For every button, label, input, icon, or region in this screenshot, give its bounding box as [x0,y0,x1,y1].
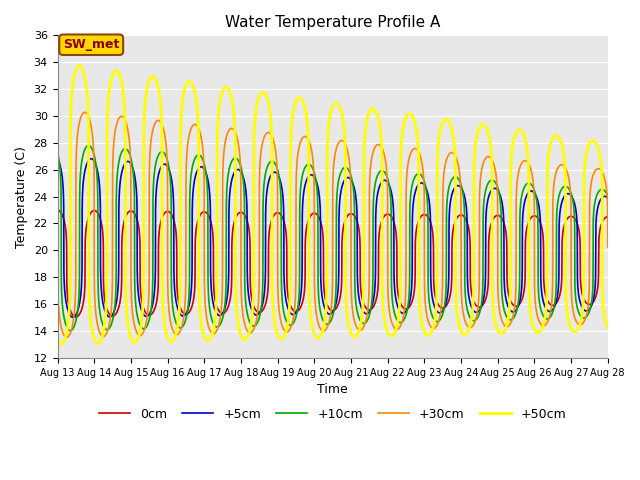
0cm [602,215,610,220]
+50cm [54,336,61,342]
0cm [72,314,79,320]
0cm [54,207,61,213]
0cm [604,214,612,219]
+50cm [487,145,495,151]
0cm [409,297,417,303]
+5cm [166,168,173,174]
Line: +30cm: +30cm [58,112,608,337]
+10cm [487,178,495,183]
Legend: 0cm, +5cm, +10cm, +30cm, +50cm: 0cm, +5cm, +10cm, +30cm, +50cm [93,403,572,426]
+10cm [604,193,612,199]
+50cm [58,341,65,347]
0cm [487,223,495,228]
+50cm [166,338,173,344]
Line: 0cm: 0cm [58,210,608,317]
+10cm [260,186,268,192]
+30cm [54,220,61,226]
+30cm [409,147,417,153]
+30cm [260,136,268,142]
+30cm [166,313,173,319]
Y-axis label: Temperature (C): Temperature (C) [15,145,28,248]
+30cm [63,335,70,340]
0cm [172,224,179,229]
+10cm [409,180,417,186]
+5cm [604,195,612,201]
+50cm [260,90,268,96]
+10cm [54,149,61,155]
+30cm [172,331,179,337]
Title: Water Temperature Profile A: Water Temperature Profile A [225,15,440,30]
+50cm [172,333,179,338]
X-axis label: Time: Time [317,383,348,396]
+5cm [409,210,417,216]
+5cm [69,314,77,320]
Line: +5cm: +5cm [58,158,608,317]
+10cm [172,318,179,324]
+10cm [67,328,74,334]
+30cm [602,181,610,187]
+50cm [604,325,612,331]
+10cm [602,190,610,195]
+5cm [54,156,61,161]
+50cm [76,62,83,68]
+50cm [602,320,610,326]
+30cm [487,155,495,161]
0cm [260,306,268,312]
+30cm [604,244,612,250]
Text: SW_met: SW_met [63,38,120,51]
+5cm [487,189,495,194]
+5cm [172,293,179,299]
+30cm [81,109,89,115]
Line: +10cm: +10cm [58,145,608,331]
+5cm [260,296,268,302]
+10cm [166,169,173,175]
+5cm [602,194,610,200]
+10cm [84,143,92,148]
+50cm [409,114,417,120]
Line: +50cm: +50cm [58,65,608,344]
0cm [166,209,173,215]
